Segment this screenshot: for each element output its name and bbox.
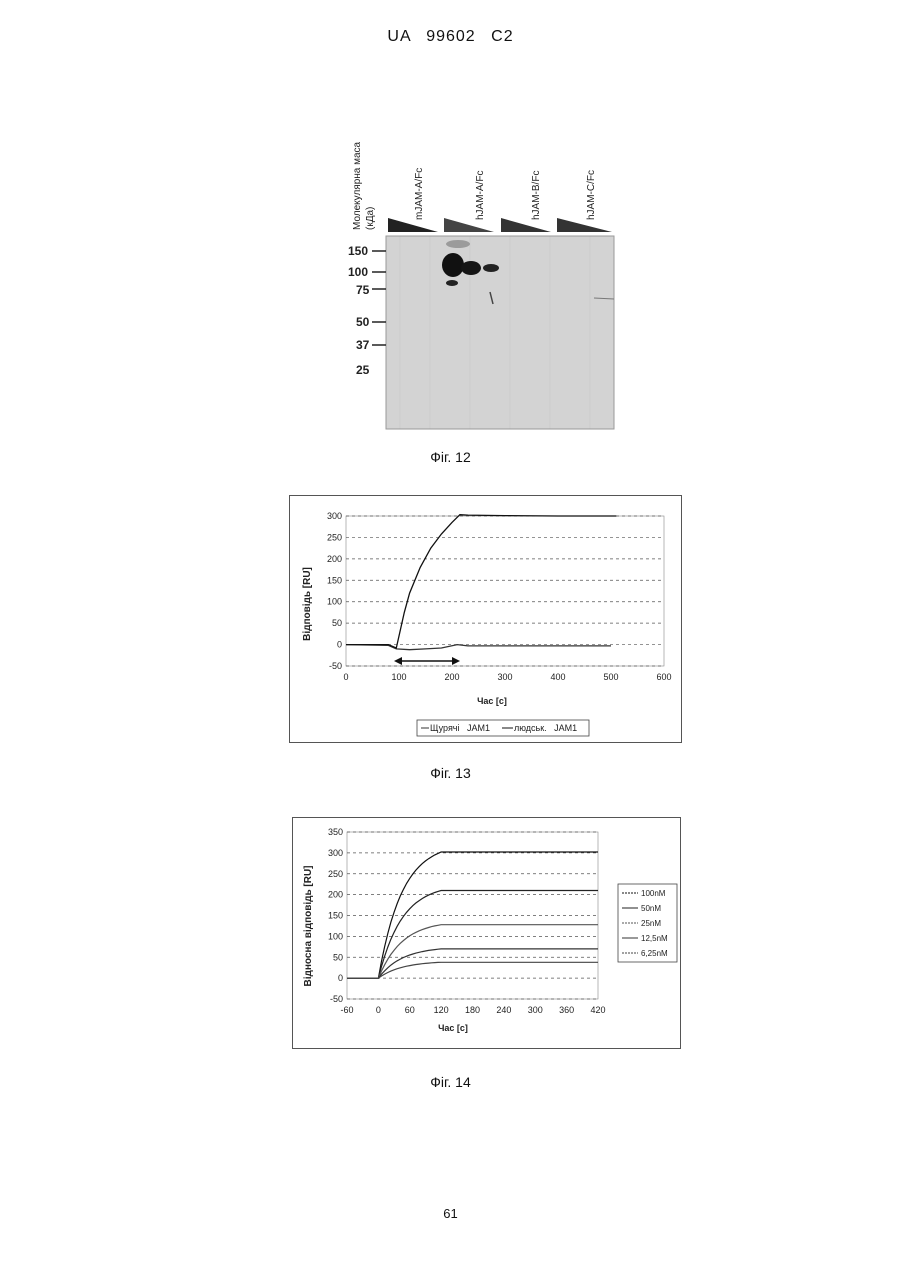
figure-14-caption: Фіг. 14: [0, 1074, 901, 1090]
gel-marker-label: 100: [348, 265, 368, 279]
y-tick-label: 150: [327, 575, 342, 585]
gel-band: [483, 264, 499, 272]
figure-12-caption: Фіг. 12: [0, 449, 901, 465]
gel-band: [442, 253, 464, 277]
y-tick-label: 250: [328, 869, 343, 879]
x-axis-label: Час [с]: [438, 1023, 468, 1033]
x-tick-label: 600: [656, 672, 671, 682]
x-tick-label: 420: [590, 1005, 605, 1015]
gel-lane-label: mJAM-A/Fc: [414, 168, 425, 220]
gel-lane-label: hJAM-B/Fc: [531, 171, 542, 220]
y-tick-label: 150: [328, 911, 343, 921]
gel-wedge: [501, 218, 551, 232]
gel-lane-label: hJAM-A/Fc: [475, 171, 486, 220]
gel-lane-label: hJAM-C/Fc: [586, 170, 597, 220]
y-tick-label: 0: [337, 640, 342, 650]
y-tick-label: 100: [328, 931, 343, 941]
y-tick-label: 200: [327, 554, 342, 564]
x-tick-label: 360: [559, 1005, 574, 1015]
legend-item: людськ. JAM1: [514, 723, 577, 733]
legend-item: 50nM: [641, 904, 661, 913]
y-axis-label: Відносна відповідь [RU]: [303, 865, 314, 986]
figure-14-frame: -50 0 50 100 150 200 250 300 350 -60 0 60 120 180 240…: [292, 817, 681, 1049]
figure-13-chart: -50050100150200250300 010020030040050060…: [290, 496, 681, 742]
legend-item: Щурячі JAM1: [430, 723, 490, 733]
legend-item: 25nM: [641, 919, 661, 928]
series-line-human-jam1: [346, 515, 616, 648]
gel-svg: Молекулярна маса (кДа) mJAM-A/Fc hJAM-A/…: [340, 112, 630, 437]
y-tick-label: 100: [327, 597, 342, 607]
y-tick-label: 50: [332, 618, 342, 628]
gel-wedge: [388, 218, 438, 232]
figure-13-caption: Фіг. 13: [0, 765, 901, 781]
y-tick-label: -50: [330, 994, 343, 1004]
series-line: [347, 852, 598, 978]
gel-band: [461, 261, 481, 275]
gel-ylabel-line1: Молекулярна маса: [352, 141, 363, 230]
figure-13-frame: -50050100150200250300 010020030040050060…: [289, 495, 682, 743]
y-tick-label: 300: [328, 848, 343, 858]
gel-marker-label: 25: [356, 363, 370, 377]
page-number: 61: [0, 1206, 901, 1221]
x-tick-label: 180: [465, 1005, 480, 1015]
legend-item: 12,5nM: [641, 934, 668, 943]
x-tick-label: 240: [496, 1005, 511, 1015]
gel-band: [446, 240, 470, 248]
x-tick-label: 400: [550, 672, 565, 682]
gel-band: [446, 280, 458, 286]
x-axis-label: Час [с]: [477, 696, 507, 706]
x-tick-label: 500: [603, 672, 618, 682]
x-tick-label: 0: [343, 672, 348, 682]
x-tick-label: 60: [405, 1005, 415, 1015]
gel-wedge: [444, 218, 494, 232]
y-tick-label: 250: [327, 532, 342, 542]
gel-body: [386, 236, 614, 429]
legend-item: 100nM: [641, 889, 666, 898]
document-header: UA 99602 C2: [0, 28, 901, 46]
x-tick-label: 200: [444, 672, 459, 682]
x-tick-label: 0: [376, 1005, 381, 1015]
x-tick-label: 100: [391, 672, 406, 682]
gel-marker-label: 50: [356, 315, 370, 329]
figure-14-chart: -50 0 50 100 150 200 250 300 350 -60 0 60 120 180 240…: [293, 818, 680, 1048]
y-tick-label: -50: [329, 661, 342, 671]
double-arrow: [394, 657, 460, 665]
series-line-rat-jam1: [346, 645, 611, 650]
y-tick-label: 200: [328, 890, 343, 900]
x-tick-label: -60: [340, 1005, 353, 1015]
x-tick-label: 300: [528, 1005, 543, 1015]
x-tick-label: 120: [434, 1005, 449, 1015]
gel-marker-label: 75: [356, 283, 370, 297]
y-axis-label: Відповідь [RU]: [302, 567, 313, 641]
gel-wedge: [557, 218, 612, 232]
gel-marker-label: 37: [356, 338, 370, 352]
y-tick-label: 0: [338, 973, 343, 983]
y-tick-label: 300: [327, 511, 342, 521]
gel-marker-label: 150: [348, 244, 368, 258]
gel-ylabel-line2: (кДа): [365, 207, 376, 230]
x-tick-label: 300: [497, 672, 512, 682]
y-tick-label: 50: [333, 952, 343, 962]
figure-12-gel: Молекулярна маса (кДа) mJAM-A/Fc hJAM-A/…: [340, 112, 630, 437]
legend-item: 6,25nM: [641, 949, 668, 958]
y-tick-label: 350: [328, 827, 343, 837]
